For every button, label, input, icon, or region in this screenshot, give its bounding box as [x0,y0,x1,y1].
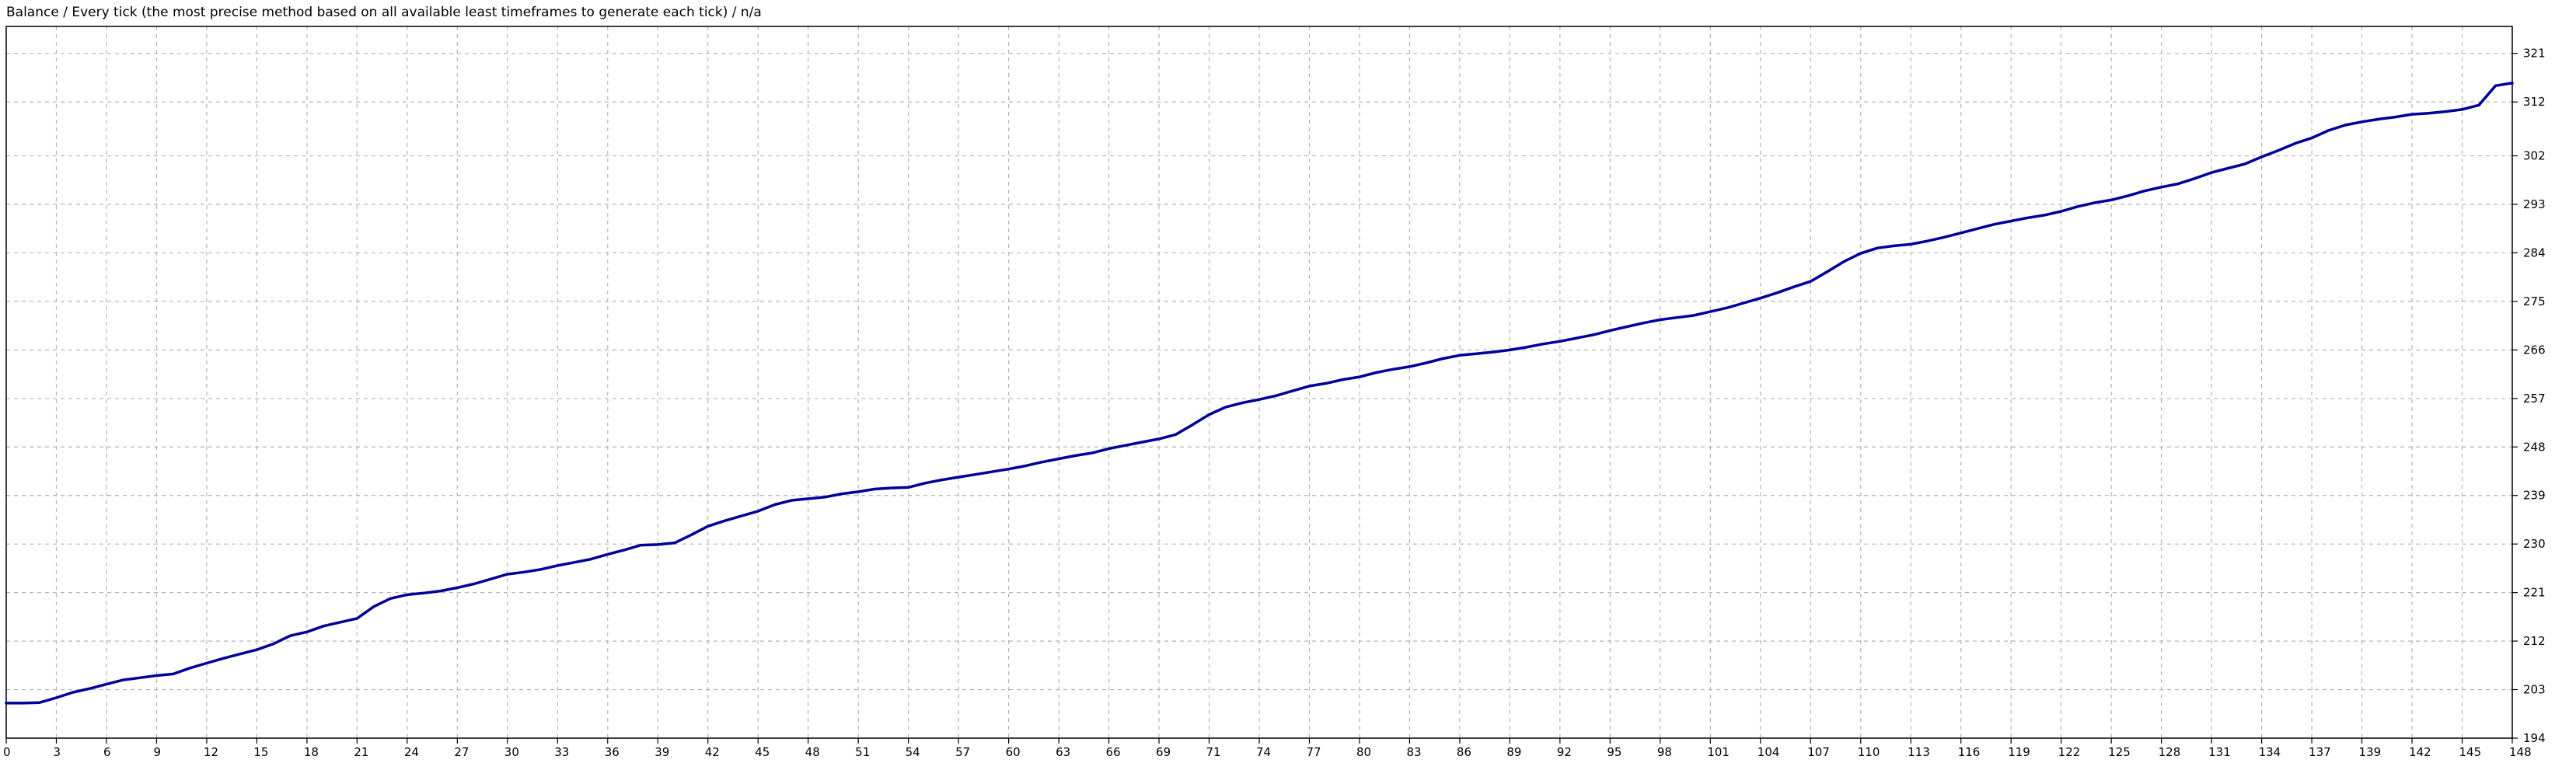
y-tick-label: 257 [2523,392,2546,406]
x-tick-label: 6 [103,745,111,759]
x-tick-label: 83 [1406,745,1421,759]
balance-series-line [5,82,2514,705]
x-tick-label: 113 [1908,745,1930,759]
x-tick-label: 98 [1657,745,1672,759]
x-tick-label: 18 [304,745,319,759]
x-tick-label: 51 [855,745,870,759]
grid-lines [6,26,2513,738]
x-tick-label: 110 [1858,745,1880,759]
x-tick-label: 95 [1607,745,1621,759]
x-tick-label: 131 [2208,745,2231,759]
x-tick-label: 57 [955,745,970,759]
x-tick-label: 30 [504,745,519,759]
x-tick-label: 89 [1506,745,1521,759]
y-tick-label: 284 [2523,246,2546,260]
x-tick-label: 15 [253,745,268,759]
y-tick-label: 312 [2523,95,2546,109]
x-tick-label: 104 [1757,745,1780,759]
x-tick-label: 86 [1457,745,1471,759]
x-tick-label: 80 [1356,745,1371,759]
x-tick-label: 107 [1807,745,1830,759]
x-tick-label: 71 [1206,745,1221,759]
x-tick-label: 33 [554,745,569,759]
x-tick-label: 27 [454,745,469,759]
x-tick-label: 9 [153,745,161,759]
x-tick-label: 128 [2159,745,2181,759]
x-tick-label: 69 [1156,745,1171,759]
x-tick-label: 3 [53,745,61,759]
x-tick-label: 139 [2359,745,2382,759]
x-tick-label: 63 [1056,745,1070,759]
y-tick-label: 321 [2523,47,2546,61]
y-tick-label: 230 [2523,537,2546,551]
y-tick-label: 302 [2523,149,2546,163]
y-tick-label: 203 [2523,683,2546,697]
y-tick-label: 194 [2523,731,2546,745]
x-tick-label: 101 [1707,745,1730,759]
x-tick-label: 125 [2108,745,2131,759]
y-axis: 194 203 212 221 230 239 248 257 266 275 284 293 302 3… [2512,47,2546,745]
series-layer [5,82,2514,705]
x-tick-label: 48 [805,745,820,759]
x-tick-label: 21 [354,745,368,759]
x-tick-label: 66 [1106,745,1121,759]
y-tick-label: 212 [2523,634,2546,648]
x-tick-label: 77 [1306,745,1321,759]
x-tick-label: 134 [2259,745,2281,759]
x-tick-label: 0 [3,745,11,759]
x-tick-label: 137 [2309,745,2331,759]
y-tick-label: 266 [2523,343,2546,357]
x-tick-label: 24 [404,745,419,759]
x-tick-label: 74 [1256,745,1271,759]
y-tick-label: 239 [2523,489,2546,503]
y-tick-label: 248 [2523,440,2546,454]
x-tick-label: 92 [1557,745,1572,759]
y-tick-label: 293 [2523,197,2546,211]
x-axis: 0 3 6 9 12 15 18 21 24 27 30 33 36 39 42 45 48 51 54 57 60 63… [3,738,2532,759]
y-tick-label: 275 [2523,294,2546,308]
x-tick-label: 54 [906,745,920,759]
x-tick-label: 116 [1958,745,1981,759]
chart-title: Balance / Every tick (the most precise m… [6,5,762,20]
x-tick-label: 45 [755,745,770,759]
x-tick-label: 142 [2409,745,2431,759]
x-tick-label: 119 [2008,745,2030,759]
x-tick-label: 148 [2509,745,2532,759]
x-tick-label: 42 [705,745,720,759]
x-tick-label: 39 [654,745,669,759]
x-tick-label: 36 [605,745,620,759]
plot-area-frame [5,26,2513,739]
y-tick-label: 221 [2523,586,2546,600]
x-tick-label: 122 [2058,745,2081,759]
x-tick-label: 145 [2459,745,2482,759]
x-tick-label: 12 [204,745,218,759]
x-tick-label: 60 [1006,745,1021,759]
